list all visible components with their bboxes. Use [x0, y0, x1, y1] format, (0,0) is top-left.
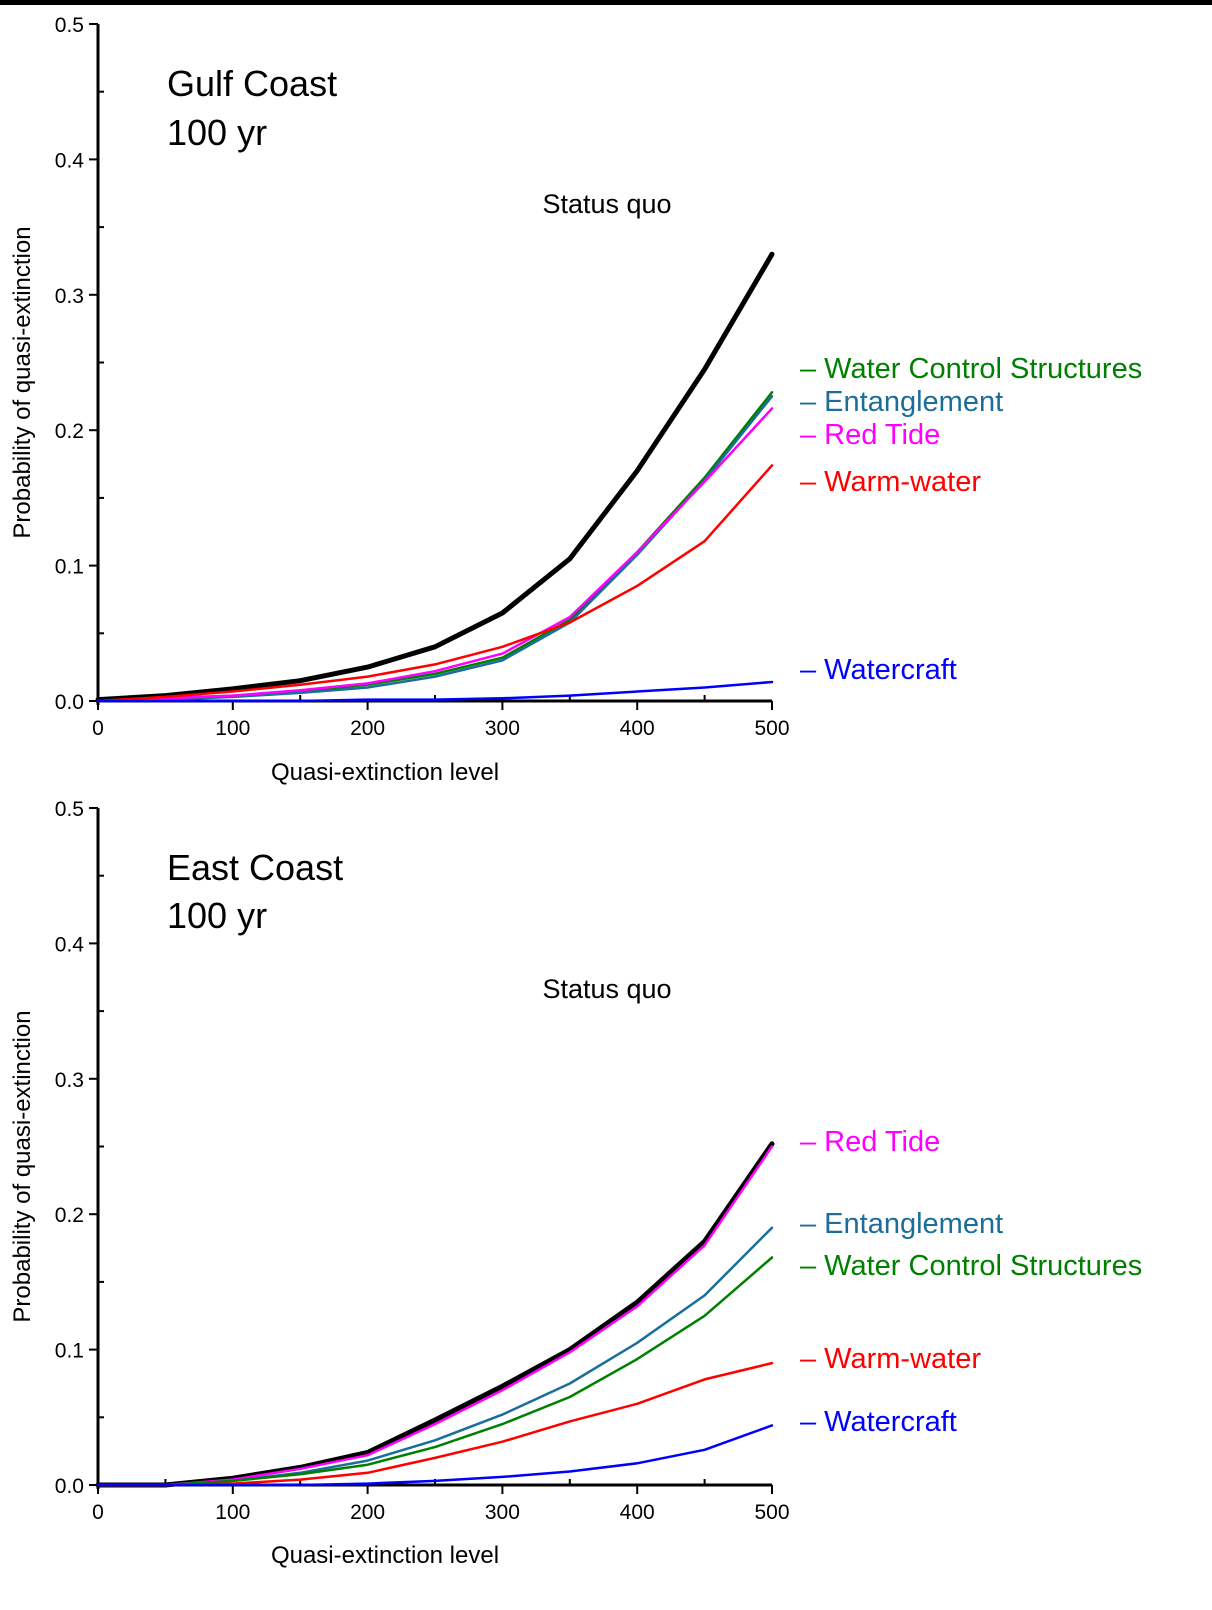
chart-title: Gulf Coast	[167, 63, 337, 104]
legend-label-watercraft: – Watercraft	[800, 1406, 957, 1438]
x-tick-label: 400	[620, 717, 655, 740]
x-tick-label: 0	[92, 717, 104, 740]
series-line-entanglement	[96, 395, 774, 703]
y-tick-label: 0.3	[55, 285, 84, 308]
series-line-warm-water	[96, 464, 774, 703]
y-tick-label: 0.5	[55, 798, 84, 821]
y-tick-label: 0.0	[55, 1475, 84, 1498]
chart-title: East Coast	[167, 847, 343, 888]
y-axis-label: Probability of quasi-extinction	[9, 1010, 36, 1322]
legend-label-water-control-structures: – Water Control Structures	[800, 353, 1142, 385]
chart-panel-2: 0.0 0.1 0.2 0.3 0.4 0.5 0 100 200 300 400 500 Quasi-…	[9, 798, 1142, 1569]
legend-label-warm-water: – Warm-water	[800, 466, 981, 498]
x-tick-label: 200	[350, 1501, 385, 1524]
series-line-status-quo	[95, 1141, 775, 1488]
top-border	[0, 0, 1212, 5]
series-line-water-control-structures	[96, 1256, 774, 1487]
y-tick-label: 0.0	[55, 691, 84, 714]
y-tick-label: 0.4	[55, 149, 85, 172]
y-axis-label: Probability of quasi-extinction	[9, 226, 36, 538]
x-tick-label: 0	[92, 1501, 104, 1524]
y-tick-label: 0.5	[55, 14, 84, 37]
x-tick-label: 500	[754, 1501, 789, 1524]
series-line-watercraft	[96, 680, 774, 703]
legend-label-water-control-structures: – Water Control Structures	[800, 1250, 1142, 1282]
series-line-red-tide	[96, 1145, 774, 1487]
status-quo-annotation: Status quo	[542, 189, 671, 219]
chart-subtitle: 100 yr	[167, 895, 267, 936]
series-line-red-tide	[96, 407, 774, 703]
status-quo-annotation: Status quo	[542, 974, 671, 1004]
y-tick-label: 0.2	[55, 420, 84, 443]
x-tick-label: 500	[754, 717, 789, 740]
x-tick-label: 100	[215, 1501, 250, 1524]
y-tick-label: 0.3	[55, 1069, 84, 1092]
chart-panel-1: 0.0 0.1 0.2 0.3 0.4 0.5 0 100 200 300 400 500 Quasi-…	[9, 14, 1142, 786]
y-tick-label: 0.4	[55, 933, 85, 956]
series-line-status-quo	[95, 251, 775, 703]
x-axis-label: Quasi-extinction level	[271, 759, 499, 786]
legend-label-red-tide: – Red Tide	[800, 419, 940, 451]
legend-label-entanglement: – Entanglement	[800, 386, 1003, 418]
x-tick-label: 300	[485, 1501, 520, 1524]
series-line-water-control-structures	[96, 391, 774, 703]
y-tick-label: 0.1	[55, 556, 84, 579]
y-tick-label: 0.1	[55, 1340, 84, 1363]
x-axis-label: Quasi-extinction level	[271, 1542, 499, 1569]
y-tick-label: 0.2	[55, 1204, 84, 1227]
legend-label-entanglement: – Entanglement	[800, 1208, 1003, 1240]
legend-label-red-tide: – Red Tide	[800, 1126, 940, 1158]
series-line-watercraft	[96, 1424, 774, 1487]
x-tick-label: 200	[350, 717, 385, 740]
x-tick-label: 100	[215, 717, 250, 740]
legend-label-warm-water: – Warm-water	[800, 1343, 981, 1375]
x-tick-label: 400	[620, 1501, 655, 1524]
chart-subtitle: 100 yr	[167, 112, 267, 153]
legend-label-watercraft: – Watercraft	[800, 654, 957, 686]
x-tick-label: 300	[485, 717, 520, 740]
